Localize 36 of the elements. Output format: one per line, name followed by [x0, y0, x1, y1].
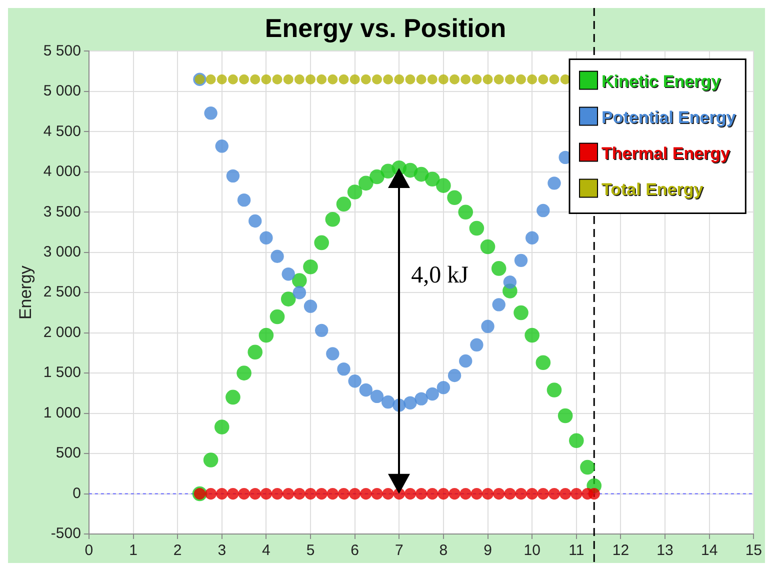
y-tick-label: 1 500 [43, 364, 81, 382]
x-tick-label: 14 [701, 542, 718, 560]
y-tick-label: 3 500 [43, 203, 81, 220]
y-tick-label: 1 000 [43, 404, 81, 422]
x-tick-label: 1 [129, 542, 138, 560]
y-tick-label: 5 500 [43, 42, 81, 60]
x-tick-label: 8 [439, 542, 448, 560]
legend-label: Total Energy [602, 180, 704, 199]
x-tick-label: 5 [306, 542, 315, 560]
legend-label: Thermal Energy [602, 144, 732, 164]
x-tick-label: 10 [524, 542, 540, 560]
x-tick-label: 0 [84, 542, 94, 560]
x-tick-label: 11 [568, 542, 584, 560]
y-tick-label: 0 [72, 484, 81, 502]
annotation: 4,0 kJ [411, 262, 468, 290]
legend-label: Potential Energy [602, 108, 736, 127]
x-tick-label: 4 [262, 542, 270, 560]
x-tick-label: 9 [484, 542, 492, 560]
x-tick-label: 7 [394, 542, 404, 560]
x-tick-label: 3 [218, 542, 226, 560]
y-tick-label: 3 000 [43, 244, 81, 261]
x-tick-label: 13 [656, 542, 674, 560]
legend-label: Kinetic Energy [602, 72, 722, 92]
y-tick-label: 4 500 [43, 122, 81, 140]
y-tick-label: 5 000 [43, 82, 81, 100]
x-tick-label: 12 [612, 542, 630, 560]
x-tick-label: 15 [745, 542, 762, 560]
x-tick-label: 2 [173, 542, 182, 560]
y-tick-label: 2 500 [43, 284, 81, 301]
y-axis-title: Energy [16, 265, 35, 320]
chart-title: Energy vs. Position [264, 12, 506, 43]
y-tick-label: 2 000 [43, 324, 81, 341]
y-tick-label: 4 000 [43, 163, 81, 180]
y-tick-label: -500 [50, 525, 81, 542]
y-tick-label: 500 [56, 444, 81, 462]
x-tick-label: 6 [350, 542, 359, 560]
